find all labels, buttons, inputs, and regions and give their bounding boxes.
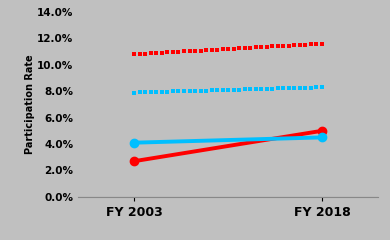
- Y-axis label: Participation Rate: Participation Rate: [25, 54, 35, 154]
